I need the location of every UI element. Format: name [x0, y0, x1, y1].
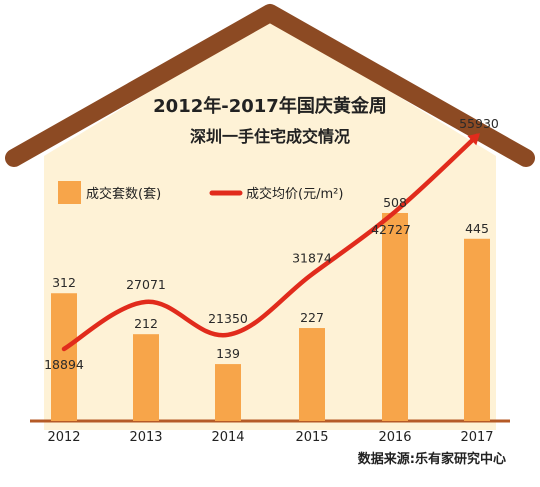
legend-line-label: 成交均价(元/m²) — [246, 186, 343, 202]
line-label-2016: 42727 — [371, 222, 411, 237]
bar-label-2015: 227 — [300, 310, 324, 325]
x-tick-2015: 2015 — [295, 430, 328, 445]
legend-bar-swatch — [58, 181, 81, 204]
bar-label-2014: 139 — [216, 346, 240, 361]
line-label-2017: 55930 — [459, 116, 499, 131]
house-body — [44, 18, 496, 430]
line-label-2015: 31874 — [292, 250, 332, 265]
data-source: 数据来源:乐有家研究中心 — [358, 451, 506, 467]
bar-2015 — [299, 328, 325, 421]
price-line — [61, 133, 480, 352]
bar-2014 — [215, 364, 241, 421]
x-tick-2017: 2017 — [460, 430, 493, 445]
price-line-arrow — [467, 133, 480, 146]
x-tick-2014: 2014 — [211, 430, 244, 445]
value-labels: 312 212 139 227 508 445 18894 27071 21350 31874 42… — [44, 116, 499, 372]
legend-bar-label: 成交套数(套) — [86, 186, 161, 202]
bar-2017 — [464, 238, 490, 421]
legend: 成交套数(套) 成交均价(元/m²) — [58, 181, 343, 204]
bar-2012 — [51, 293, 77, 421]
house-roof — [5, 4, 535, 167]
line-label-2013: 27071 — [126, 277, 166, 292]
line-label-2014: 21350 — [208, 311, 248, 326]
x-tick-2016: 2016 — [378, 430, 411, 445]
line-label-2012: 18894 — [44, 357, 84, 372]
bar-label-2016: 508 — [383, 195, 407, 210]
bar-2016 — [382, 212, 408, 421]
x-axis-ticks: 2012 2013 2014 2015 2016 2017 — [47, 430, 493, 445]
bars — [51, 212, 490, 421]
x-tick-2013: 2013 — [129, 430, 162, 445]
x-tick-2012: 2012 — [47, 430, 80, 445]
bar-label-2013: 212 — [134, 316, 158, 331]
bar-label-2012: 312 — [52, 275, 76, 290]
price-line-layer — [61, 133, 480, 352]
chart-title: 2012年-2017年国庆黄金周 — [153, 95, 387, 117]
legend-line-label-text: 成交均价(元/m²) — [246, 186, 343, 202]
bar-label-2017: 445 — [465, 221, 489, 236]
bar-2013 — [133, 334, 159, 421]
chart-subtitle: 深圳一手住宅成交情况 — [190, 127, 350, 146]
